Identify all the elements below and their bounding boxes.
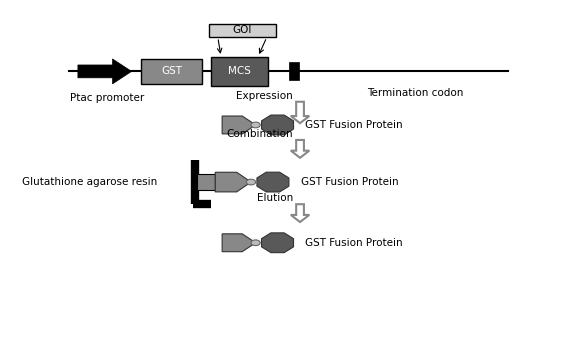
Polygon shape [291,102,309,123]
FancyBboxPatch shape [209,24,276,37]
Text: GST: GST [161,66,182,76]
Polygon shape [222,116,256,134]
Text: Ptac promoter: Ptac promoter [70,93,144,103]
Text: GOI: GOI [233,25,252,35]
Text: Elution: Elution [257,193,293,203]
Text: Termination codon: Termination codon [367,88,464,98]
FancyBboxPatch shape [288,62,299,80]
Polygon shape [261,115,294,135]
Circle shape [251,240,260,246]
Text: Combination: Combination [227,129,293,139]
Polygon shape [257,172,289,192]
Circle shape [246,179,256,185]
Polygon shape [261,233,294,253]
Polygon shape [291,204,309,222]
Polygon shape [78,59,132,84]
Circle shape [251,122,260,128]
Text: GST Fusion Protein: GST Fusion Protein [301,177,398,187]
Polygon shape [222,234,256,252]
FancyBboxPatch shape [141,59,202,84]
FancyBboxPatch shape [211,57,268,86]
Text: MCS: MCS [228,66,251,76]
FancyBboxPatch shape [197,174,215,190]
Polygon shape [215,172,251,192]
Text: Expression: Expression [237,91,293,101]
Text: GST Fusion Protein: GST Fusion Protein [305,120,403,130]
Text: GST Fusion Protein: GST Fusion Protein [305,238,403,248]
Polygon shape [291,140,309,158]
Text: Glutathione agarose resin: Glutathione agarose resin [22,177,157,187]
